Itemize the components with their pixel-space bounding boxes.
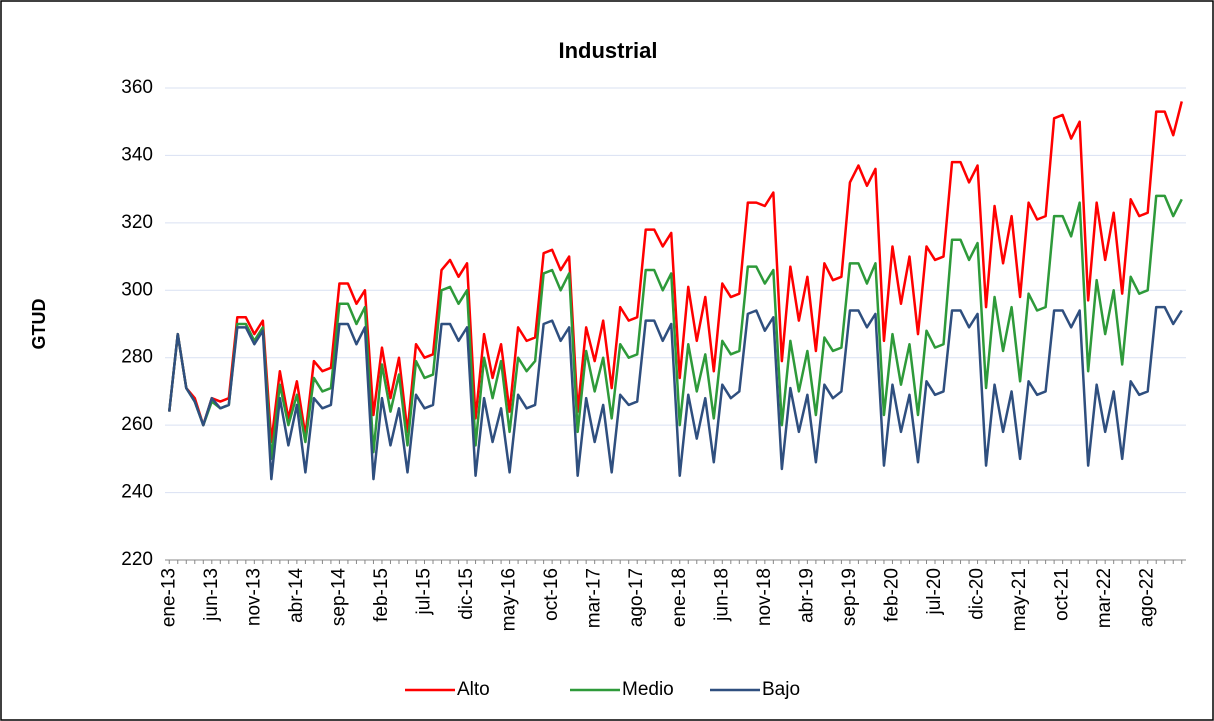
series-line	[168, 305, 1183, 481]
x-tick-label: dic-20	[967, 568, 988, 620]
x-tick-label: may-16	[499, 568, 520, 631]
x-tick-label: abr-19	[796, 568, 817, 623]
chart-title: Industrial	[558, 38, 657, 63]
legend-label: Alto	[457, 679, 490, 700]
x-tick-label: ago-17	[626, 568, 647, 627]
x-tick-label: jun-13	[201, 568, 222, 622]
y-tick-label: 340	[121, 144, 153, 165]
y-tick-label: 280	[121, 347, 153, 368]
legend-label: Bajo	[762, 679, 800, 700]
x-tick-label: feb-15	[371, 568, 392, 622]
x-tick-label: oct-21	[1052, 568, 1073, 621]
x-tick-label: mar-17	[584, 568, 605, 628]
y-tick-label: 240	[121, 482, 153, 503]
x-tick-label: nov-13	[243, 568, 264, 626]
x-tick-label: abr-14	[286, 568, 307, 623]
y-tick-label: 300	[121, 279, 153, 300]
x-tick-label: ene-13	[158, 568, 179, 627]
x-tick-label: jul-20	[924, 568, 945, 615]
y-tick-label: 220	[121, 549, 153, 570]
series-line	[168, 101, 1183, 444]
x-tick-label: ago-22	[1137, 568, 1158, 627]
x-tick-label: feb-20	[881, 568, 902, 622]
series-line	[168, 194, 1183, 461]
x-tick-label: nov-18	[754, 568, 775, 626]
y-tick-label: 320	[121, 212, 153, 233]
x-tick-label: ene-18	[669, 568, 690, 627]
y-tick-label: 260	[121, 414, 153, 435]
x-tick-label: jul-15	[414, 568, 435, 615]
y-tick-label: 360	[121, 77, 153, 98]
x-tick-label: sep-19	[839, 568, 860, 626]
legend-label: Medio	[622, 679, 674, 700]
x-tick-label: jun-18	[711, 568, 732, 622]
x-tick-label: sep-14	[328, 568, 349, 627]
x-tick-label: dic-15	[456, 568, 477, 620]
y-axis-label: GTUD	[29, 299, 49, 350]
x-tick-label: may-21	[1009, 568, 1030, 631]
x-tick-label: oct-16	[541, 568, 562, 621]
x-tick-label: mar-22	[1094, 568, 1115, 628]
